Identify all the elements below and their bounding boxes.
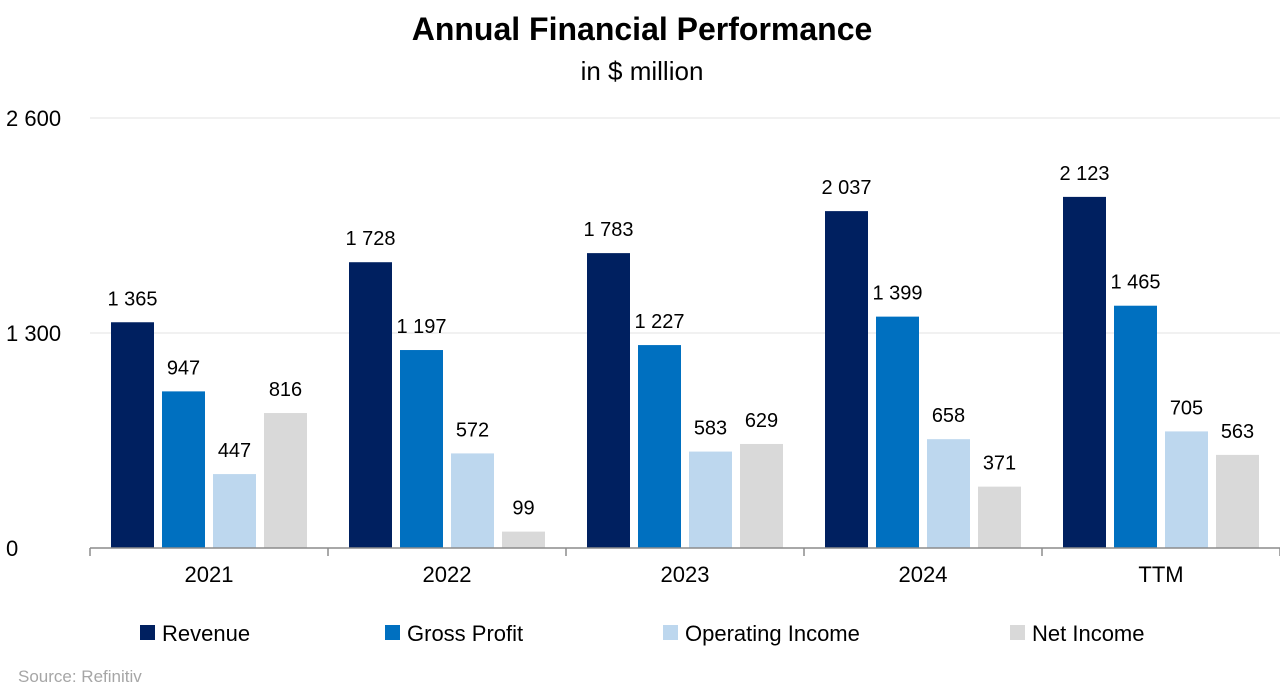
- bar-net-income: [502, 531, 545, 548]
- data-label: 947: [167, 357, 200, 379]
- bar-gross-profit: [638, 345, 681, 548]
- legend-swatch: [1010, 625, 1025, 640]
- bar-net-income: [978, 486, 1021, 548]
- chart-title: Annual Financial Performance: [412, 11, 873, 47]
- legend-swatch: [663, 625, 678, 640]
- x-tick-label: 2021: [185, 562, 234, 587]
- bar-gross-profit: [1114, 305, 1157, 548]
- data-label: 1 399: [872, 283, 922, 305]
- data-label: 705: [1170, 397, 1203, 419]
- legend: Revenue Gross Profit Operating Income Net I…: [140, 621, 1145, 646]
- y-tick-label: 2 600: [6, 106, 61, 131]
- data-label: 1 728: [345, 228, 395, 250]
- legend-label: Revenue: [162, 621, 250, 646]
- legend-swatch: [385, 625, 400, 640]
- data-label: 583: [694, 418, 727, 440]
- bar-revenue: [349, 262, 392, 548]
- x-tick-label: TTM: [1138, 562, 1183, 587]
- data-label: 2 123: [1059, 163, 1109, 185]
- legend-label: Operating Income: [685, 621, 860, 646]
- bar-gross-profit: [876, 316, 919, 548]
- data-label: 572: [456, 419, 489, 441]
- bar-revenue: [587, 253, 630, 548]
- data-label: 371: [983, 453, 1016, 475]
- data-label: 1 465: [1110, 272, 1160, 294]
- bar-operating-income: [451, 453, 494, 548]
- data-label: 447: [218, 440, 251, 462]
- y-tick-label: 0: [6, 536, 18, 561]
- legend-label: Net Income: [1032, 621, 1145, 646]
- legend-label: Gross Profit: [407, 621, 523, 646]
- bar-revenue: [825, 211, 868, 548]
- data-label: 816: [269, 379, 302, 401]
- data-label: 1 197: [396, 316, 446, 338]
- chart-subtitle: in $ million: [581, 56, 704, 86]
- legend-swatch: [140, 625, 155, 640]
- bar-gross-profit: [400, 350, 443, 548]
- bar-revenue: [111, 322, 154, 548]
- bar-net-income: [740, 443, 783, 548]
- y-tick-label: 1 300: [6, 321, 61, 346]
- x-tick-label: 2023: [661, 562, 710, 587]
- bar-net-income: [264, 413, 307, 548]
- bar-operating-income: [689, 451, 732, 548]
- data-label: 1 227: [634, 311, 684, 333]
- bar-operating-income: [1165, 431, 1208, 548]
- bar-revenue: [1063, 196, 1106, 548]
- bar-operating-income: [927, 439, 970, 548]
- x-axis: 2021 2022 2023 2024 TTM: [89, 547, 1280, 587]
- source-note: Source: Refinitiv: [18, 667, 142, 686]
- data-label: 1 783: [583, 219, 633, 241]
- data-label: 99: [512, 498, 534, 520]
- data-label: 563: [1221, 421, 1254, 443]
- x-tick-label: 2022: [423, 562, 472, 587]
- data-label: 2 037: [821, 177, 871, 199]
- bar-operating-income: [213, 474, 256, 548]
- data-label: 629: [745, 410, 778, 432]
- x-tick-label: 2024: [899, 562, 948, 587]
- bar-net-income: [1216, 454, 1259, 548]
- y-axis-ticks: 0 1 300 2 600: [6, 106, 61, 561]
- bars: [111, 196, 1259, 548]
- data-labels: 1 365 947 447 816 1 728 1 197 572 99 1 783 1 227 5…: [107, 163, 1254, 520]
- data-label: 658: [932, 405, 965, 427]
- data-label: 1 365: [107, 288, 157, 310]
- bar-gross-profit: [162, 391, 205, 548]
